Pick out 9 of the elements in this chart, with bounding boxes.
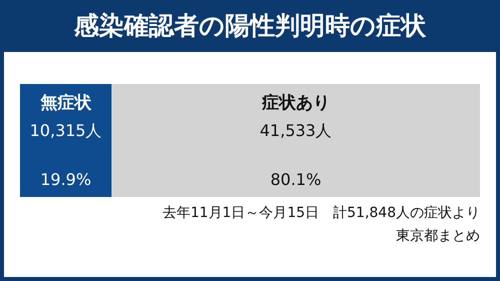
text: 去年11月1日～今月15日 計51,848人の症状より [162,204,480,223]
annotation: 80.1% [270,170,322,189]
annotation: 19.9% [40,170,92,189]
data-label: 10,315人 [30,121,102,140]
chart-title: 感染確認者の陽性判明時の症状 [73,10,427,42]
series-label: 無症状 [39,93,92,113]
text: 東京都まとめ [395,227,480,246]
series-label: 症状あり [260,93,330,113]
data-label: 41,533人 [260,121,332,140]
